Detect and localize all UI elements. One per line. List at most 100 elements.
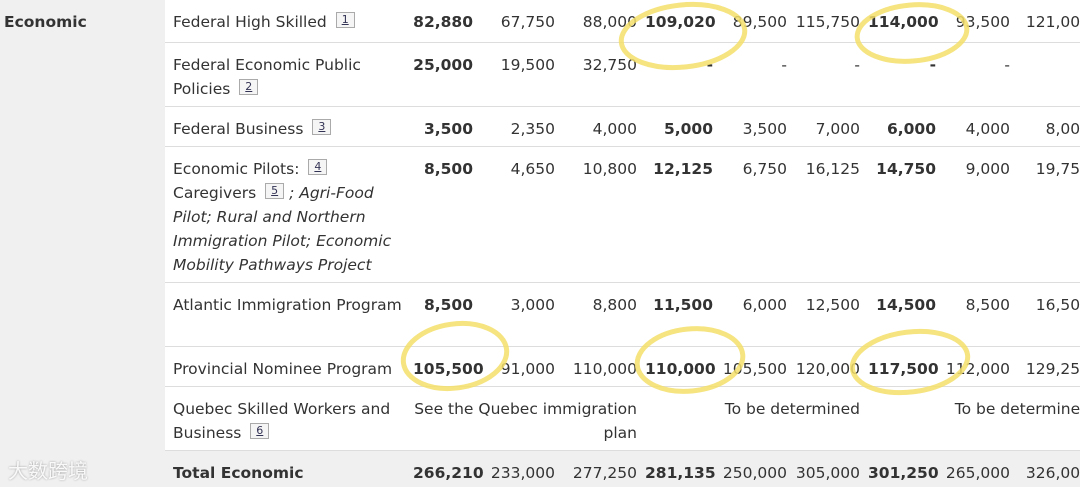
cell: 305,000 bbox=[787, 450, 860, 487]
cell: 4,000 bbox=[936, 106, 1010, 147]
cell: 277,250 bbox=[555, 450, 637, 487]
cell: 10,800 bbox=[555, 146, 637, 283]
cell: - bbox=[637, 42, 713, 107]
row-name: Quebec Skilled Workers and Business 6 bbox=[165, 386, 405, 451]
footnote-ref[interactable]: 4 bbox=[308, 158, 328, 175]
row-name-text: Total Economic bbox=[173, 463, 304, 482]
cell: - bbox=[936, 42, 1010, 107]
row-name-text: Economic Pilots: bbox=[173, 159, 300, 178]
row-name: Federal Economic Public Policies 2 bbox=[165, 42, 405, 107]
table-row: Economic Federal High Skilled 1 82,880 67,7… bbox=[0, 0, 1080, 450]
row-name-text: Federal Economic Public Policies bbox=[173, 55, 361, 98]
cell: 3,500 bbox=[405, 106, 473, 147]
table-row: Federal Economic Public Policies 2 25,000… bbox=[0, 42, 1080, 107]
row-name-text: Quebec Skilled Workers and Business bbox=[173, 399, 391, 442]
cell: 281,135 bbox=[637, 450, 716, 487]
cell: 6,000 bbox=[860, 106, 936, 147]
cell: See the Quebec immigration plan bbox=[405, 386, 637, 451]
cell: 32,750 bbox=[555, 42, 637, 107]
footnote-ref[interactable]: 5 bbox=[265, 182, 285, 199]
row-name: Federal Business 3 bbox=[165, 106, 405, 147]
section-label: Economic bbox=[0, 0, 165, 450]
row-name: Provincial Nominee Program bbox=[165, 346, 405, 387]
row-name-text: ; Agri-Food Pilot; Rural and Northern Im… bbox=[173, 183, 392, 274]
cell: 67,750 bbox=[473, 0, 555, 43]
cell: 115,750 bbox=[787, 0, 860, 43]
cell: 19,750 bbox=[1010, 146, 1080, 283]
cell: 8,500 bbox=[405, 146, 473, 283]
row-name-text: Provincial Nominee Program bbox=[173, 359, 393, 378]
cell: 14,500 bbox=[860, 282, 936, 347]
cell: 12,500 bbox=[787, 282, 860, 347]
table-row: Quebec Skilled Workers and Business 6 See… bbox=[0, 386, 1080, 451]
cell: 3,500 bbox=[713, 106, 787, 147]
cell: To be determined bbox=[860, 386, 1080, 451]
cell: 91,000 bbox=[473, 346, 555, 387]
row-name-text: Federal Business bbox=[173, 119, 304, 138]
row-name: Economic Pilots: 4 Caregivers 5 ; Agri-F… bbox=[165, 146, 405, 283]
cell: 110,000 bbox=[637, 346, 716, 387]
cell: - bbox=[787, 42, 860, 107]
cell: 3,000 bbox=[473, 282, 555, 347]
watermark: 大数跨境 bbox=[8, 459, 88, 483]
cell: 233,000 bbox=[473, 450, 555, 487]
cell: 16,125 bbox=[787, 146, 860, 283]
row-name: Total Economic bbox=[165, 450, 405, 487]
cell: 110,000 bbox=[555, 346, 637, 387]
cell: 105,500 bbox=[405, 346, 484, 387]
cell: 12,125 bbox=[637, 146, 713, 283]
cell: 2,350 bbox=[473, 106, 555, 147]
footnote-ref[interactable]: 6 bbox=[250, 422, 270, 439]
footnote-ref[interactable]: 2 bbox=[239, 78, 259, 95]
row-name: Federal High Skilled 1 bbox=[165, 0, 405, 43]
cell: 8,500 bbox=[936, 282, 1010, 347]
section-cell bbox=[0, 450, 165, 487]
cell: 88,000 bbox=[555, 0, 637, 43]
cell: 117,500 bbox=[860, 346, 939, 387]
cell: 93,500 bbox=[936, 0, 1010, 43]
cell: - bbox=[713, 42, 787, 107]
cell: 5,000 bbox=[637, 106, 713, 147]
cell: 121,000 bbox=[1010, 0, 1080, 43]
cell: 129,250 bbox=[1010, 346, 1080, 387]
cell: 82,880 bbox=[405, 0, 473, 43]
cell: - bbox=[1010, 42, 1080, 107]
cell: 4,650 bbox=[473, 146, 555, 283]
cell: 14,750 bbox=[860, 146, 936, 283]
row-name: Atlantic Immigration Program bbox=[165, 282, 405, 347]
cell: 112,000 bbox=[936, 346, 1010, 387]
row-name-text: Caregivers bbox=[173, 183, 257, 202]
cell: 19,500 bbox=[473, 42, 555, 107]
footnote-ref[interactable]: 1 bbox=[335, 12, 355, 28]
cell: 7,000 bbox=[787, 106, 860, 147]
row-name-text: Atlantic Immigration Program bbox=[173, 295, 402, 314]
footnote-ref[interactable]: 3 bbox=[312, 118, 332, 135]
cell: To be determined bbox=[637, 386, 860, 451]
cell: 89,500 bbox=[713, 0, 787, 43]
cell: 109,020 bbox=[637, 0, 716, 43]
table-row: Atlantic Immigration Program 8,500 3,000 8,… bbox=[0, 282, 1080, 347]
cell: 11,500 bbox=[637, 282, 713, 347]
cell: 114,000 bbox=[860, 0, 939, 43]
cell: - bbox=[860, 42, 936, 107]
table-row: Federal Business 3 3,500 2,350 4,000 5,000 3,… bbox=[0, 106, 1080, 147]
cell: 8,500 bbox=[405, 282, 473, 347]
cell: 266,210 bbox=[405, 450, 484, 487]
cell: 16,500 bbox=[1010, 282, 1080, 347]
cell: 6,000 bbox=[713, 282, 787, 347]
table-row: Economic Pilots: 4 Caregivers 5 ; Agri-F… bbox=[0, 146, 1080, 283]
cell: 8,800 bbox=[555, 282, 637, 347]
row-name-text: Federal High Skilled bbox=[173, 13, 327, 31]
cell: 105,500 bbox=[713, 346, 787, 387]
cell: 8,000 bbox=[1010, 106, 1080, 147]
cell: 265,000 bbox=[936, 450, 1010, 487]
cell: 6,750 bbox=[713, 146, 787, 283]
cell: 250,000 bbox=[713, 450, 787, 487]
cell: 25,000 bbox=[405, 42, 473, 107]
cell: 301,250 bbox=[860, 450, 939, 487]
cell: 9,000 bbox=[936, 146, 1010, 283]
cell: 4,000 bbox=[555, 106, 637, 147]
cell: 120,000 bbox=[787, 346, 860, 387]
